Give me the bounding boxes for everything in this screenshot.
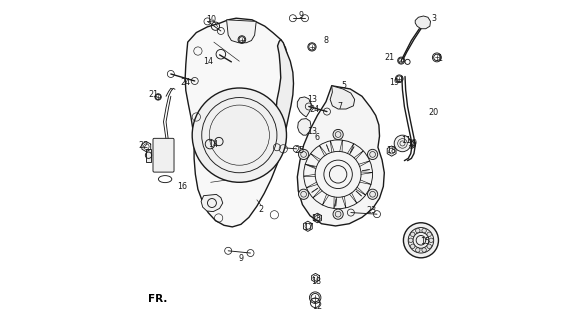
Polygon shape [185,18,291,227]
Circle shape [367,149,377,160]
Text: 6: 6 [315,132,319,141]
Circle shape [367,189,377,199]
Polygon shape [298,119,311,135]
Text: 8: 8 [323,36,329,45]
Circle shape [422,228,426,233]
Circle shape [416,248,420,252]
Text: 13: 13 [306,127,316,136]
Circle shape [429,238,433,243]
Circle shape [394,135,411,152]
Polygon shape [201,195,223,212]
Text: 19: 19 [407,139,417,148]
Text: 14: 14 [208,140,218,149]
Circle shape [410,232,415,236]
Circle shape [416,228,420,233]
Polygon shape [276,40,294,137]
Text: 23: 23 [366,206,376,215]
Polygon shape [201,134,218,153]
Text: 17: 17 [303,223,313,232]
Polygon shape [415,16,430,29]
Circle shape [409,238,413,243]
Circle shape [427,232,431,236]
Circle shape [299,189,309,199]
Polygon shape [227,20,256,43]
Text: 21: 21 [384,53,394,62]
Circle shape [422,248,426,252]
Circle shape [299,149,309,160]
Text: FR.: FR. [147,294,167,304]
Text: 25: 25 [295,146,305,155]
FancyBboxPatch shape [153,138,174,172]
Text: 3: 3 [431,14,436,23]
Circle shape [333,209,343,219]
Text: 22: 22 [139,141,149,150]
Text: 9: 9 [238,254,244,263]
Text: 5: 5 [341,81,346,90]
Polygon shape [146,149,151,162]
Text: 15: 15 [420,237,430,246]
Polygon shape [298,97,311,117]
Text: 4: 4 [163,150,168,159]
Text: 19: 19 [389,78,400,87]
Polygon shape [330,86,355,109]
Text: 20: 20 [429,108,438,117]
Text: 18: 18 [311,277,321,286]
Text: 2: 2 [258,205,264,214]
Circle shape [410,244,415,249]
Text: 24: 24 [309,105,319,114]
Text: 21: 21 [149,90,158,99]
Text: 16: 16 [178,182,188,191]
Circle shape [192,88,286,182]
Text: 1: 1 [437,53,442,62]
Circle shape [403,223,438,258]
Text: 18: 18 [312,214,322,223]
Circle shape [427,244,431,249]
Polygon shape [298,86,384,226]
Text: 7: 7 [337,102,342,111]
Circle shape [333,129,343,140]
Text: 13: 13 [306,95,316,104]
Text: 14: 14 [203,57,213,66]
Text: 9: 9 [298,12,303,20]
Text: 24: 24 [181,78,191,87]
Text: 18: 18 [386,146,396,155]
Text: 11: 11 [402,136,411,145]
Text: 12: 12 [312,302,322,311]
Text: 10: 10 [205,15,215,24]
